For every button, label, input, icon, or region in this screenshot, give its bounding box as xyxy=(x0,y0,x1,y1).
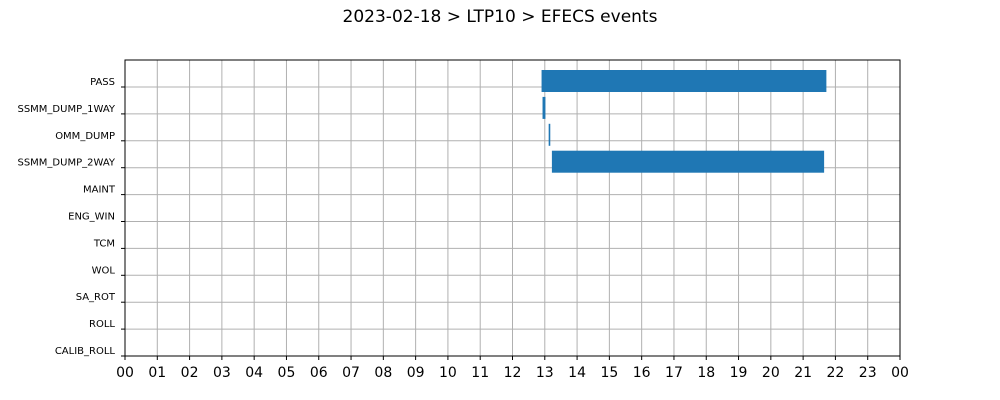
x-tick-label: 15 xyxy=(600,365,618,381)
grid xyxy=(125,60,900,357)
x-tick-label: 19 xyxy=(730,365,748,381)
bars xyxy=(541,70,827,173)
y-tick-label: OMM_DUMP xyxy=(55,131,115,142)
x-tick-label: 00 xyxy=(891,365,909,381)
event-bar xyxy=(541,70,827,92)
x-tick-label: 05 xyxy=(278,365,296,381)
x-tick-label: 06 xyxy=(310,365,328,381)
x-tick-label: 04 xyxy=(245,365,263,381)
y-tick-label: CALIB_ROLL xyxy=(55,346,116,357)
x-tick-label: 23 xyxy=(859,365,877,381)
x-tick-labels: 00 01 02 03 04 05 06 07 08 09 10 11 12 13 14 15 16 17 18 19… xyxy=(116,365,909,381)
y-tick-label: MAINT xyxy=(83,185,116,196)
x-tick-label: 09 xyxy=(407,365,425,381)
x-tick-label: 21 xyxy=(794,365,812,381)
ticks xyxy=(121,86,901,360)
x-tick-label: 10 xyxy=(439,365,457,381)
x-tick-label: 08 xyxy=(374,365,392,381)
y-tick-label: ENG_WIN xyxy=(68,212,115,223)
x-tick-label: 22 xyxy=(827,365,845,381)
x-tick-label: 18 xyxy=(697,365,715,381)
event-bar xyxy=(542,96,546,119)
x-tick-label: 16 xyxy=(633,365,651,381)
event-bar xyxy=(548,123,551,146)
event-bar xyxy=(551,150,825,173)
x-tick-label: 13 xyxy=(536,365,554,381)
y-tick-label: ROLL xyxy=(89,319,115,330)
y-tick-label: PASS xyxy=(90,77,115,88)
y-tick-label: SSMM_DUMP_1WAY xyxy=(17,104,115,115)
x-tick-label: 12 xyxy=(504,365,522,381)
x-tick-label: 07 xyxy=(342,365,360,381)
y-tick-label: SSMM_DUMP_2WAY xyxy=(17,158,115,169)
x-tick-label: 01 xyxy=(148,365,166,381)
x-tick-label: 00 xyxy=(116,365,134,381)
x-tick-label: 14 xyxy=(568,365,586,381)
x-tick-label: 03 xyxy=(213,365,231,381)
x-tick-label: 20 xyxy=(762,365,780,381)
y-tick-label: WOL xyxy=(92,265,116,276)
x-tick-label: 02 xyxy=(181,365,199,381)
x-tick-label: 17 xyxy=(665,365,683,381)
chart-title: 2023-02-18 > LTP10 > EFECS events xyxy=(343,7,658,27)
y-tick-label: TCM xyxy=(93,238,115,249)
y-tick-label: SA_ROT xyxy=(76,292,116,303)
y-tick-labels: PASS SSMM_DUMP_1WAY OMM_DUMP SSMM_DUMP_2WAY… xyxy=(17,77,115,357)
x-tick-label: 11 xyxy=(471,365,489,381)
